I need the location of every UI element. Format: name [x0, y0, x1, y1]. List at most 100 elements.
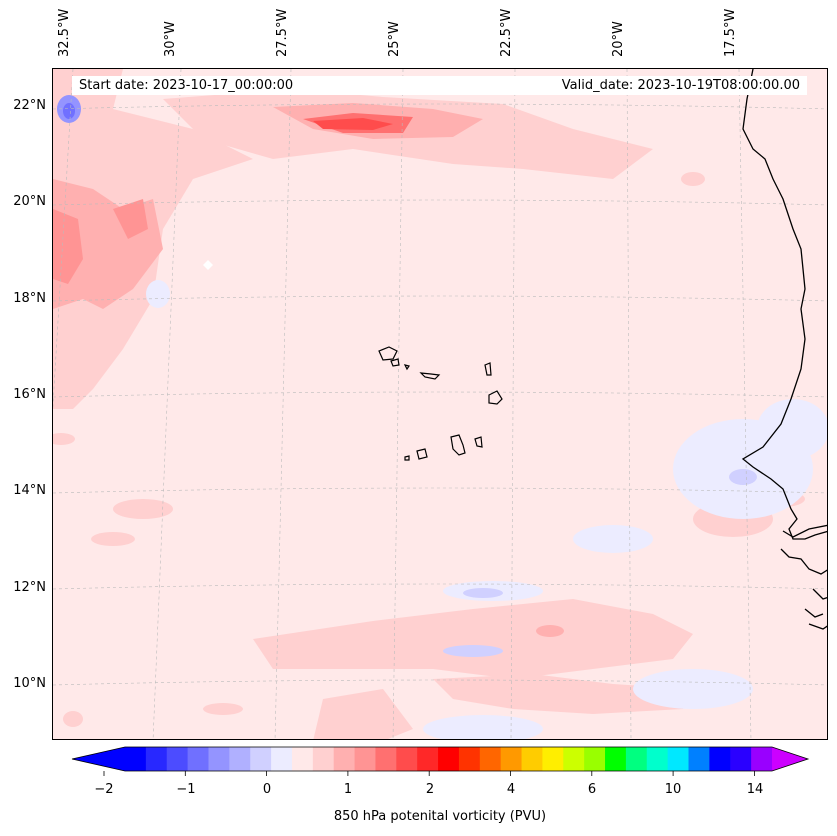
colorbar-segment: [375, 747, 397, 771]
pv-contour-west-peak-2: [113, 199, 148, 239]
colorbar-segment: [125, 747, 147, 771]
island-sal: [484, 362, 492, 376]
pv-negative-patch-7: [463, 588, 503, 598]
colorbar-segment: [208, 747, 230, 771]
island-santiago: [450, 434, 466, 456]
lon-label-17-5w: 17.5°W: [723, 8, 738, 57]
pv-contour-south-band-3: [313, 689, 413, 739]
colorbar-segment: [396, 747, 418, 771]
lat-label-14n: 14°N: [13, 483, 46, 498]
pv-negative-patch-9: [633, 669, 753, 709]
map-panel: [52, 68, 828, 740]
pv-contour-south-band: [253, 599, 693, 679]
colorbar-tick-label-1: 1: [343, 782, 353, 797]
colorbar-segment: [479, 747, 502, 771]
pv-negative-patch-5: [573, 525, 653, 553]
lat-label-20n: 20°N: [13, 194, 46, 209]
lon-label-32-5w: 32.5°W: [57, 8, 72, 57]
colorbar-segment: [751, 747, 773, 771]
colorbar-segment: [312, 747, 335, 771]
pv-negative-patch-10: [423, 715, 543, 739]
pv-contour-west-peak: [53, 209, 83, 284]
colorbar-tick-label-10: 10: [664, 782, 682, 797]
colorbar-segment: [354, 747, 376, 771]
pv-patch-1: [53, 433, 75, 445]
colorbar-segment: [500, 747, 523, 771]
pv-patch-4: [681, 172, 705, 186]
lat-label-10n: 10°N: [13, 676, 46, 691]
pv-contour-south-band-2: [433, 674, 693, 714]
lon-label-20w: 20°W: [611, 21, 626, 57]
colorbar-segment: [271, 747, 293, 771]
colorbar-over-arrow: [772, 747, 808, 771]
colorbar-title: 850 hPa potenital vorticity (PVU): [333, 809, 547, 824]
colorbar-segment: [187, 747, 209, 771]
colorbar-segment: [333, 747, 356, 771]
pv-patch-3: [91, 532, 135, 546]
colorbar-ticks: [103, 771, 755, 776]
pv-patch-south-core: [536, 625, 564, 637]
island-brava: [404, 455, 410, 461]
colorbar-segment: [584, 747, 606, 771]
date-header-bar: [72, 76, 807, 95]
colorbar-segment: [145, 747, 168, 771]
pv-patch-7: [63, 711, 83, 727]
pv-negative-patch-8: [443, 645, 503, 657]
colorbar-segment: [521, 747, 543, 771]
coastline-guinea: [804, 588, 827, 630]
pv-negative-patch-4: [729, 469, 757, 485]
island-santo-antao: [378, 346, 398, 361]
colorbar-segment: [542, 747, 564, 771]
colorbar: [71, 746, 810, 776]
colorbar-tick-label-6: 6: [587, 782, 597, 797]
lat-label-12n: 12°N: [13, 580, 46, 595]
colorbar-segment: [646, 747, 669, 771]
coastline-guinea-bissau: [780, 548, 827, 575]
pv-contour-map: [53, 69, 827, 739]
colorbar-segment: [291, 747, 314, 771]
island-sao-nicolau: [419, 372, 441, 380]
colorbar-segment: [250, 747, 272, 771]
colorbar-segment: [417, 747, 439, 771]
african-coastline: [741, 69, 827, 540]
lon-label-30w: 30°W: [163, 21, 178, 57]
colorbar-segment: [563, 747, 585, 771]
island-santa-luzia: [403, 364, 410, 371]
colorbar-segment: [458, 747, 481, 771]
valid-date-label: Valid_date: 2023-10-19T08:00:00.00: [561, 78, 800, 93]
start-date-label: Start date: 2023-10-17_00:00:00: [79, 78, 294, 93]
coastline-gambia: [782, 524, 827, 538]
lon-label-25w: 25°W: [387, 21, 402, 57]
pv-negative-patch-1: [146, 280, 170, 308]
colorbar-segment: [625, 747, 648, 771]
pv-white-marker: [203, 260, 213, 270]
colorbar-tick-label-neg2: −2: [94, 782, 114, 797]
colorbar-segment: [667, 747, 690, 771]
pv-negative-patch-3: [757, 399, 827, 459]
colorbar-tick-label-14: 14: [746, 782, 764, 797]
colorbar-segment: [709, 747, 731, 771]
colorbar-outline: [71, 746, 810, 772]
island-fogo: [416, 448, 428, 460]
island-boa-vista: [488, 390, 503, 405]
colorbar-tick-label-4: 4: [506, 782, 516, 797]
pv-patch-8: [203, 703, 243, 715]
colorbar-segment: [605, 747, 627, 771]
colorbar-segment: [438, 747, 460, 771]
map-gridlines: [53, 69, 827, 739]
colorbar-segments: [125, 747, 773, 771]
island-maio: [474, 436, 483, 448]
pv-negative-spot-nw-core: [63, 103, 75, 119]
island-sao-vicente: [390, 358, 400, 367]
lat-label-18n: 18°N: [13, 291, 46, 306]
colorbar-segment: [229, 747, 251, 771]
lat-label-16n: 16°N: [13, 387, 46, 402]
colorbar-tick-label-0: 0: [262, 782, 272, 797]
lon-label-27-5w: 27.5°W: [275, 8, 290, 57]
lat-label-22n: 22°N: [13, 98, 46, 113]
colorbar-tick-label-neg1: −1: [176, 782, 196, 797]
colorbar-segment: [688, 747, 710, 771]
pv-patch-2: [113, 499, 173, 519]
cabo-verde-islands: [378, 346, 503, 461]
pv-contour-north-max: [313, 118, 393, 130]
